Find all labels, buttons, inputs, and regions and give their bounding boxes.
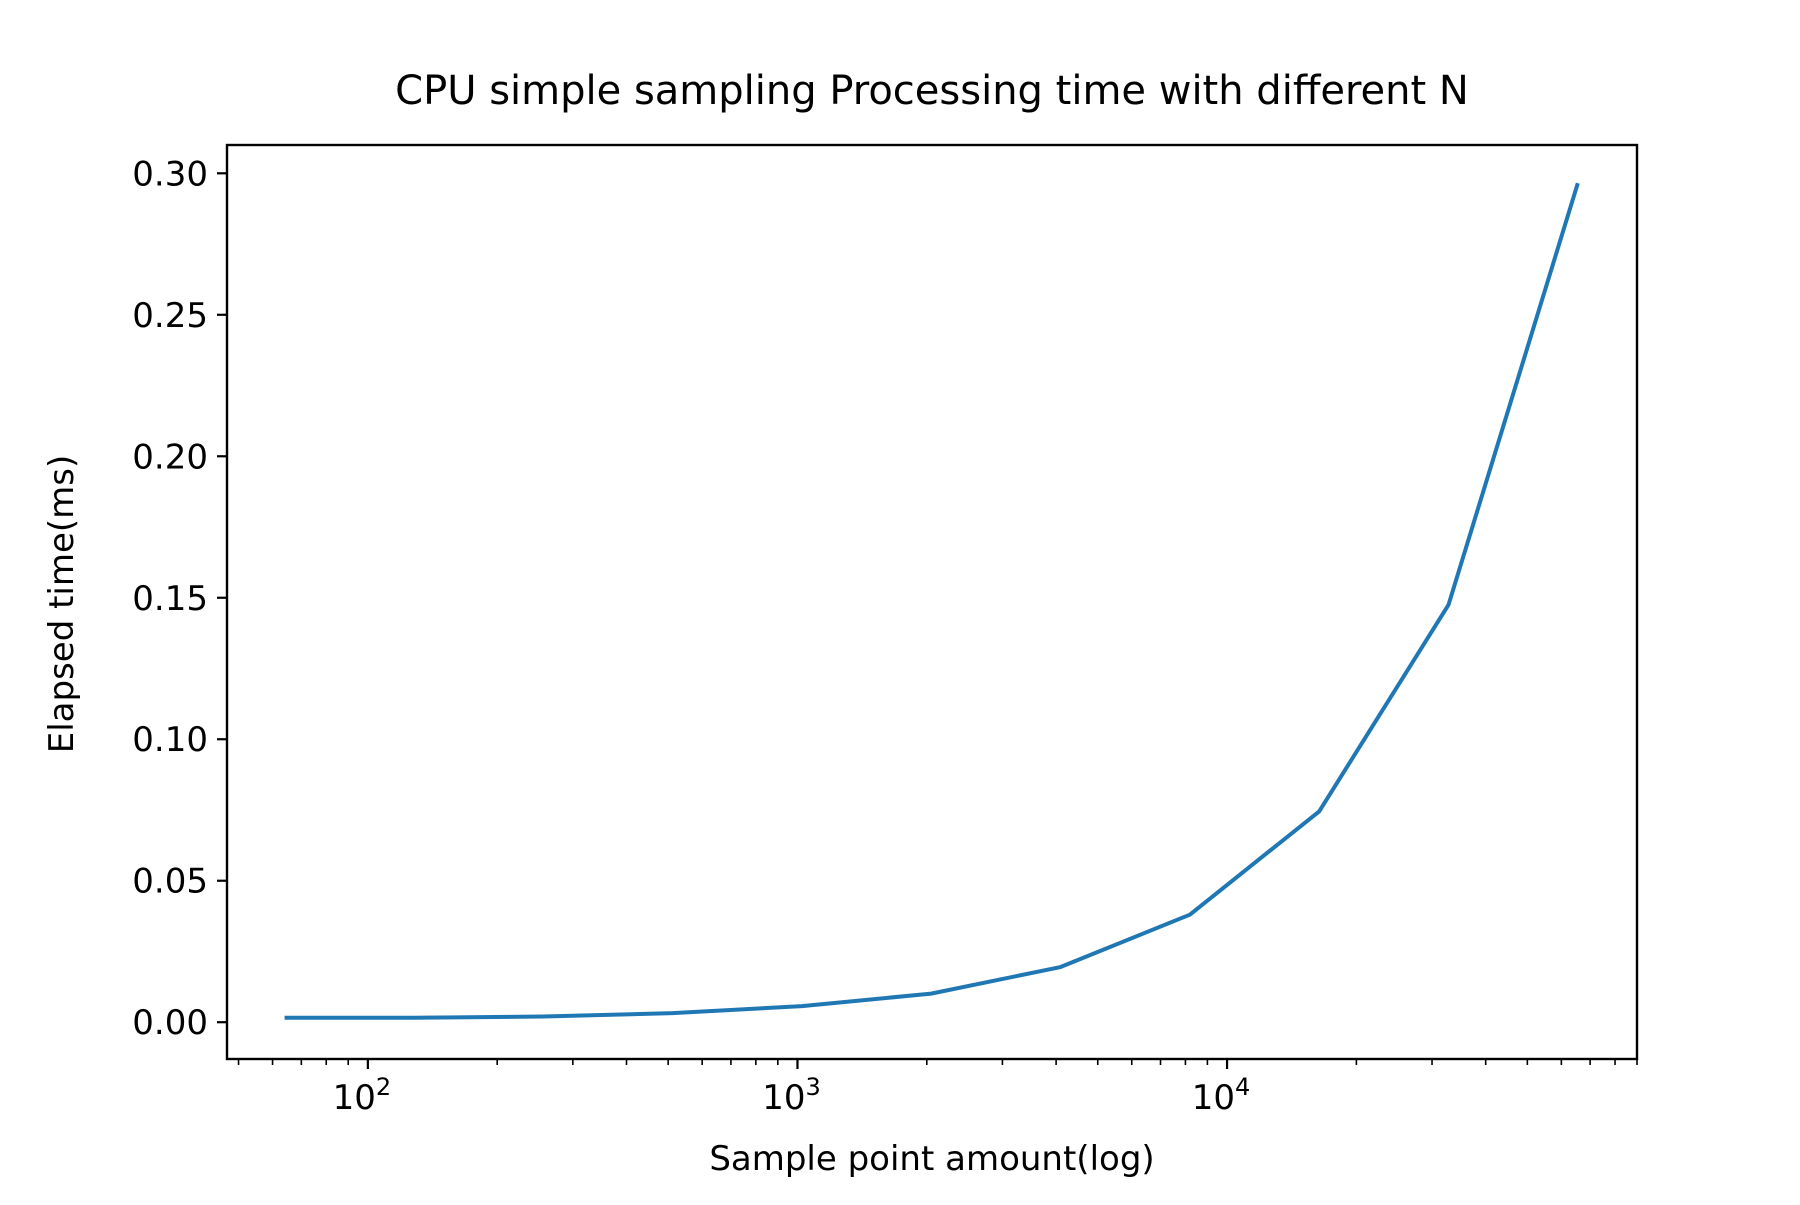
x-axis-ticks: 102 103 104 [333, 1059, 1251, 1118]
x-tick-label: 104 [1192, 1073, 1251, 1118]
chart-title: CPU simple sampling Processing time with… [395, 68, 1469, 114]
series-line [284, 182, 1580, 1020]
series-layer [284, 182, 1580, 1020]
y-tick-label: 0.00 [132, 1003, 208, 1043]
y-tick-label: 0.05 [132, 862, 208, 902]
y-tick-label: 0.30 [132, 154, 208, 194]
y-axis-ticks: 0.00 0.05 0.10 0.15 0.20 0.25 0.30 [132, 154, 227, 1043]
x-tick-label: 103 [762, 1073, 821, 1118]
x-tick-label: 102 [333, 1073, 392, 1118]
y-axis-label: Elapsed time(ms) [42, 455, 82, 754]
y-tick-label: 0.15 [132, 579, 208, 619]
x-axis-label: Sample point amount(log) [709, 1139, 1154, 1179]
y-tick-label: 0.10 [132, 720, 208, 760]
plot-area-frame [225, 143, 1639, 1061]
y-tick-label: 0.20 [132, 437, 208, 477]
y-tick-label: 0.25 [132, 296, 208, 336]
